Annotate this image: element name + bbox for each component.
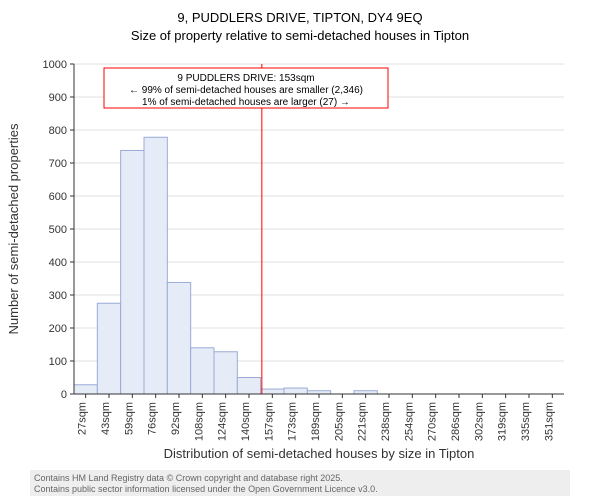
- callout-line: ← 99% of semi-detached houses are smalle…: [129, 85, 363, 96]
- footer-line-1: Contains HM Land Registry data © Crown c…: [34, 473, 343, 483]
- x-tick-label: 76sqm: [147, 402, 159, 435]
- x-tick-label: 27sqm: [77, 402, 89, 435]
- x-tick-label: 238sqm: [380, 402, 392, 441]
- y-tick-label: 300: [49, 290, 67, 302]
- x-tick-label: 173sqm: [287, 402, 299, 441]
- y-tick-label: 500: [49, 224, 67, 236]
- x-tick-label: 254sqm: [403, 402, 415, 441]
- histogram-bar: [284, 388, 307, 394]
- y-tick-label: 900: [49, 92, 67, 104]
- y-axis-label: Number of semi-detached properties: [6, 123, 21, 334]
- chart-title: 9, PUDDLERS DRIVE, TIPTON, DY4 9EQ: [177, 10, 422, 25]
- x-tick-label: 157sqm: [263, 402, 275, 441]
- histogram-bar: [121, 150, 144, 394]
- y-tick-label: 800: [49, 125, 67, 137]
- footer-line-2: Contains public sector information licen…: [34, 484, 378, 494]
- x-tick-label: 108sqm: [193, 402, 205, 441]
- x-tick-label: 140sqm: [240, 402, 252, 441]
- y-tick-label: 100: [49, 356, 67, 368]
- chart-subtitle: Size of property relative to semi-detach…: [131, 28, 469, 43]
- y-tick-label: 1000: [43, 59, 67, 71]
- histogram-bar: [261, 389, 284, 394]
- histogram-bar: [144, 137, 167, 394]
- y-tick-label: 700: [49, 158, 67, 170]
- histogram-bar: [237, 378, 260, 395]
- y-tick-label: 0: [61, 389, 67, 401]
- x-tick-label: 270sqm: [427, 402, 439, 441]
- histogram-bar: [214, 352, 237, 394]
- callout-line: 1% of semi-detached houses are larger (2…: [142, 97, 350, 108]
- x-tick-label: 221sqm: [357, 402, 369, 441]
- y-tick-label: 200: [49, 323, 67, 335]
- x-tick-label: 43sqm: [100, 402, 112, 435]
- x-tick-label: 124sqm: [217, 402, 229, 441]
- y-tick-label: 600: [49, 191, 67, 203]
- x-tick-label: 302sqm: [473, 402, 485, 441]
- callout-line: 9 PUDDLERS DRIVE: 153sqm: [177, 73, 314, 84]
- x-tick-label: 189sqm: [310, 402, 322, 441]
- x-tick-label: 205sqm: [333, 402, 345, 441]
- histogram-bar: [74, 385, 97, 394]
- x-tick-label: 319sqm: [497, 402, 509, 441]
- x-tick-label: 59sqm: [123, 402, 135, 435]
- x-tick-label: 351sqm: [543, 402, 555, 441]
- y-tick-label: 400: [49, 257, 67, 269]
- histogram-bar: [191, 348, 214, 394]
- histogram-chart: 9, PUDDLERS DRIVE, TIPTON, DY4 9EQ Size o…: [0, 0, 600, 500]
- chart-container: 9, PUDDLERS DRIVE, TIPTON, DY4 9EQ Size o…: [0, 0, 600, 500]
- histogram-bar: [97, 303, 120, 394]
- x-axis-label: Distribution of semi-detached houses by …: [164, 446, 475, 461]
- histogram-bar: [167, 282, 190, 394]
- x-tick-label: 335sqm: [520, 402, 532, 441]
- x-tick-label: 92sqm: [170, 402, 182, 435]
- x-tick-label: 286sqm: [450, 402, 462, 441]
